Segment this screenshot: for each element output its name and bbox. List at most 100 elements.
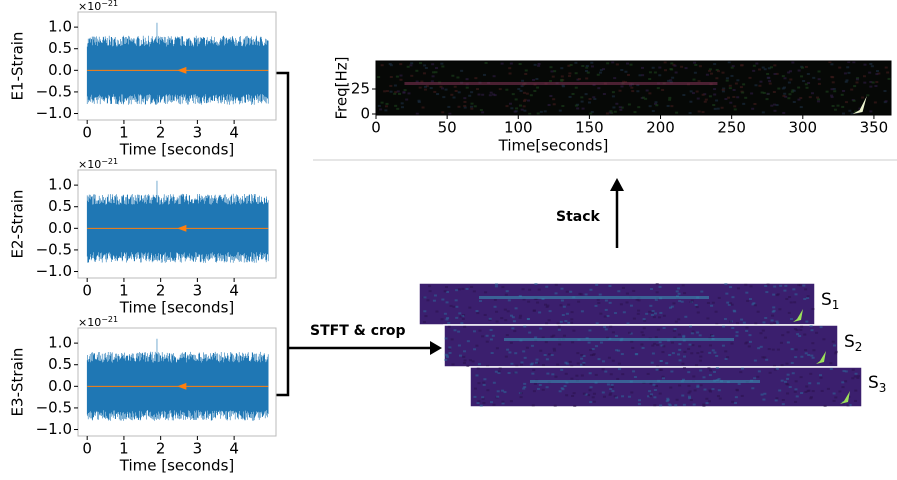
stft-noise [528,288,532,291]
stft-noise [653,342,657,345]
spectrogram-noise [713,88,717,91]
spectrogram-noise [611,61,615,64]
spectrogram-noise [733,105,737,108]
stft-noise [539,349,543,352]
stft-noise [715,354,719,357]
stft-noise [482,402,486,405]
stft-noise [599,341,603,344]
stft-noise [557,328,561,331]
stft-noise [745,291,749,294]
spectrogram-noise [560,75,564,78]
spectrogram-noise [767,67,771,70]
spectrogram-noise [688,112,692,115]
stft-noise [490,352,494,355]
stft-noise [677,287,681,290]
x-tick-label: 250 [717,119,746,137]
stft-noise [723,317,727,320]
stft-noise [518,316,522,319]
spectrogram-noise [759,80,763,83]
stft-noise [789,318,793,321]
spectrogram-noise [831,81,835,84]
spectrogram-noise [671,76,675,79]
stft-noise [729,320,733,323]
spectrogram-noise [758,84,762,87]
stft-noise [466,340,470,343]
spectrogram-noise [828,61,832,64]
spectrogram-noise [638,74,642,77]
stft-noise [846,404,850,407]
y-tick-label: 0.5 [48,355,72,373]
stft-noise [790,348,794,351]
stft-noise [786,373,790,376]
stft-noise [653,389,657,392]
spectrogram-noise [744,96,748,99]
stft-noise [829,367,833,370]
spectrogram-noise [766,92,770,95]
stft-noise [747,345,751,348]
stft-noise [795,329,799,332]
stft-noise [650,313,654,316]
x-tick-label: 300 [788,119,817,137]
stft-noise [611,331,615,334]
stft-noise [658,392,662,395]
spectrogram-noise [550,70,554,73]
spectrogram-noise [697,110,701,113]
stft-noise [642,318,646,321]
stft-noise [794,293,798,296]
stft-noise [682,355,686,358]
spectrogram-noise [385,102,389,105]
stft-noise [526,318,530,321]
x-tick-label: 1 [119,124,129,142]
stft-noise [698,345,702,348]
stft-noise [482,383,486,386]
stft-noise [688,343,692,346]
spectrogram-noise [626,62,630,65]
spectrogram-noise [717,70,721,73]
stft-noise [779,341,783,344]
x-tick-label: 0 [82,440,92,458]
stft-noise [766,283,770,286]
spectrogram-noise [508,72,512,75]
stft-noise [711,349,715,352]
stft-noise [678,343,682,346]
stft-noise [726,356,730,359]
stft-noise [841,386,845,389]
stft-noise [794,356,798,359]
stft-noise [658,341,662,344]
stft-noise [573,404,577,407]
stft-noise [655,368,659,371]
connector [276,71,432,397]
spectrogram-noise [817,98,821,101]
spectrogram-noise [725,77,729,80]
spectrogram-noise [377,76,381,79]
stft-noise [666,397,670,400]
stft-noise [674,404,678,407]
stft-noise [806,297,810,300]
spectrogram-noise [429,87,433,90]
x-tick-label: 0 [371,119,381,137]
stft-noise [797,284,801,287]
spectrogram-noise [597,87,601,90]
stft-noise [504,355,508,358]
stft-noise [826,387,830,390]
stft-noise [457,344,461,347]
spectrogram-noise [508,102,512,105]
spectrogram-noise [615,102,619,105]
spectrogram-noise [618,106,622,109]
spectrogram-noise [510,107,514,110]
stft-noise [721,344,725,347]
stft-noise [632,317,636,320]
stft-noise [696,352,700,355]
stft-noise [476,367,480,370]
spectrogram-noise [524,72,528,75]
spectrogram-noise [836,104,840,107]
spectrogram-noise [715,68,719,71]
stft-noise [637,309,641,312]
stft-noise [748,340,752,343]
spectrogram-noise [716,107,720,110]
x-axis-label: Time [seconds] [119,141,235,159]
stft-noise [428,285,432,288]
stft-noise [762,398,766,401]
spectrogram-noise [586,71,590,74]
stft-noise [649,304,653,307]
